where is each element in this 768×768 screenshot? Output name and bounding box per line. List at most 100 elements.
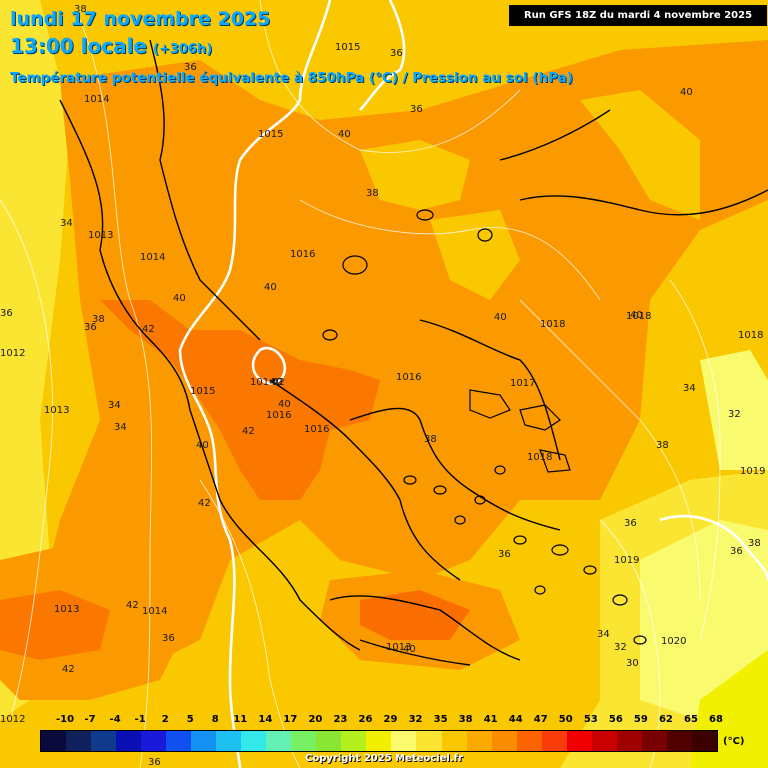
- isobar-label: 1018: [527, 452, 552, 463]
- isobar-label: 1013: [54, 604, 79, 615]
- temp-label: 36: [390, 48, 403, 59]
- legend-tick-label: -4: [109, 714, 121, 725]
- temp-label: 40: [173, 293, 186, 304]
- legend-ticks: -10 -7 -4 -1 2 5 8 11 14 17 20 23 26 29 32 35 38 41 44 47 50…: [40, 714, 723, 728]
- model-run-banner: Run GFS 18Z du mardi 4 novembre 2025: [509, 5, 767, 26]
- temp-label: 36: [410, 104, 423, 115]
- temp-label: 36: [730, 546, 743, 557]
- temp-label: 38: [748, 538, 761, 549]
- isobar-label: 1018: [540, 319, 565, 330]
- temp-label: 36: [0, 308, 13, 319]
- legend-tick-label: 8: [211, 714, 219, 725]
- temp-label: 36: [148, 757, 161, 768]
- zone-orange-north: [30, 40, 768, 700]
- forecast-lead-time: (+306h): [153, 42, 213, 57]
- isobar-label: 1012: [0, 714, 25, 725]
- temp-label: 40: [278, 399, 291, 410]
- legend-tick-label: 2: [161, 714, 169, 725]
- zone-deep-orange-crete: [360, 590, 470, 640]
- isobar-label: 1014: [250, 377, 275, 388]
- legend-tick-label: 17: [283, 714, 298, 725]
- isobar-label-group: 1015 1014 1013 1014 1015 1016 1014 1016 …: [0, 42, 765, 725]
- legend-swatch: [116, 731, 142, 751]
- legend-swatch: [316, 731, 342, 751]
- temp-label: 36: [498, 549, 511, 560]
- zone-yellow-east: [580, 90, 700, 220]
- isobar-label: 1019: [614, 555, 639, 566]
- legend-tick-label: 65: [683, 714, 698, 725]
- legend-swatch: [391, 731, 417, 751]
- legend-tick-label: -7: [84, 714, 96, 725]
- legend-tick-label: 32: [408, 714, 423, 725]
- legend-tick-label: 44: [508, 714, 523, 725]
- zone-light-west: [0, 0, 70, 720]
- temp-label: 38: [92, 314, 105, 325]
- temp-label: 42: [270, 377, 283, 388]
- legend-swatch: [141, 731, 167, 751]
- temp-label: 30: [626, 658, 639, 669]
- isobar-label: 1017: [510, 378, 535, 389]
- temp-label: 42: [142, 324, 155, 335]
- isobar-label: 1019: [740, 466, 765, 477]
- legend-swatch: [541, 731, 567, 751]
- forecast-hour-text: 13:00 locale: [10, 34, 147, 58]
- temp-label: 38: [74, 4, 87, 15]
- legend-tick-label: 14: [258, 714, 273, 725]
- legend-swatch: [641, 731, 667, 751]
- legend-swatch: [366, 731, 392, 751]
- legend-swatch: [166, 731, 192, 751]
- temp-label: 40: [338, 129, 351, 140]
- isobar-label: 1015: [190, 386, 215, 397]
- legend-swatch: [666, 731, 692, 751]
- temp-label: 38: [424, 434, 437, 445]
- temp-label: 40: [680, 87, 693, 98]
- legend-tick-label: 41: [483, 714, 498, 725]
- legend-tick-label: 35: [433, 714, 448, 725]
- coastlines: [59, 39, 768, 666]
- legend-swatch: [291, 731, 317, 751]
- legend-swatch: [91, 731, 117, 751]
- temperature-label-group: 38 36 36 36 40 40 38 40 40 42 42 40 40 4…: [0, 4, 761, 768]
- temp-label: 38: [656, 440, 669, 451]
- temp-label: 42: [62, 664, 75, 675]
- legend-swatch: [41, 731, 67, 751]
- legend-swatch: [66, 731, 92, 751]
- legend-swatch: [691, 731, 717, 751]
- isobar-label: 1013: [88, 230, 113, 241]
- isobar-label: 1016: [396, 372, 421, 383]
- temp-label: 36: [624, 518, 637, 529]
- temp-label: 42: [242, 426, 255, 437]
- isobar-label: 1014: [142, 606, 167, 617]
- isobar-label: 1015: [335, 42, 360, 53]
- legend-swatch: [441, 731, 467, 751]
- isobar-label: 1018: [738, 330, 763, 341]
- legend-tick-label: 62: [658, 714, 673, 725]
- legend-tick-label: 29: [383, 714, 398, 725]
- legend-tick-label: -10: [55, 714, 75, 725]
- isobar-label: 1016: [266, 410, 291, 421]
- temp-label: 36: [184, 62, 197, 73]
- zone-pale-east: [700, 350, 768, 470]
- legend-tick-label: -1: [134, 714, 146, 725]
- temp-label: 32: [614, 642, 627, 653]
- isobar-label: 1015: [258, 129, 283, 140]
- zone-yellow-north: [360, 140, 470, 210]
- legend-swatch: [341, 731, 367, 751]
- isobar-label: 1016: [290, 249, 315, 260]
- temp-label: 40: [196, 440, 209, 451]
- isobar-label: 1020: [661, 636, 686, 647]
- temp-label: 32: [728, 409, 741, 420]
- temp-label: 36: [162, 633, 175, 644]
- legend-swatch: [616, 731, 642, 751]
- legend-unit: (°C): [723, 736, 745, 747]
- forecast-date: lundi 17 novembre 2025: [10, 8, 271, 30]
- temp-label: 40: [270, 377, 283, 388]
- temp-label: 36: [84, 322, 97, 333]
- legend-tick-label: 59: [633, 714, 648, 725]
- legend-swatch: [516, 731, 542, 751]
- temp-label: 40: [630, 310, 643, 321]
- legend-swatch: [466, 731, 492, 751]
- temp-label: 34: [60, 218, 73, 229]
- legend-tick-label: 56: [608, 714, 623, 725]
